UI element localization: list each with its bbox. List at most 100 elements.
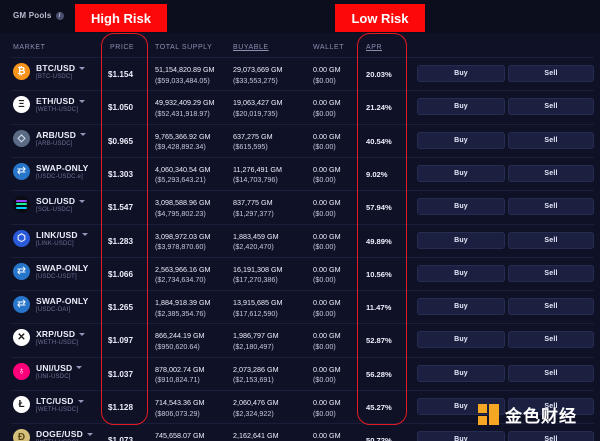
sell-button[interactable]: Sell xyxy=(508,98,594,116)
buy-button[interactable]: Buy xyxy=(417,331,505,349)
sell-button[interactable]: Sell xyxy=(508,264,594,282)
market-cell[interactable]: ⇄ SWAP-ONLY [USDC-USDC.e] xyxy=(13,162,89,180)
apr-value: 45.27% xyxy=(366,403,392,412)
swap-icon: ⇄ xyxy=(13,296,30,314)
chevron-down-icon[interactable] xyxy=(86,432,93,436)
chevron-down-icon[interactable] xyxy=(77,399,84,403)
chevron-down-icon[interactable] xyxy=(81,233,88,236)
buy-button[interactable]: Buy xyxy=(417,364,505,382)
row-divider xyxy=(11,156,594,158)
buy-button[interactable]: Buy xyxy=(417,231,505,249)
column-header-price: PRICE xyxy=(110,44,135,51)
market-name-label: UNI/USD xyxy=(36,362,73,373)
market-name: SWAP-ONLY xyxy=(36,163,89,173)
chevron-down-icon[interactable] xyxy=(79,199,86,203)
sell-button[interactable]: Sell xyxy=(508,231,594,249)
gm-pools-header: GM Pools i xyxy=(13,11,64,20)
wallet-value: 0.00 GM($0.00) xyxy=(313,364,341,385)
btc-icon: ₿ xyxy=(13,63,30,80)
total-supply-value: 4,060,340.54 GM ($5,293,643.21) xyxy=(155,164,211,185)
total-supply-value: 745,658.07 GM($800,252.32) xyxy=(155,431,205,441)
total-supply-value: 714,543.36 GM ($806,073.29) xyxy=(155,398,205,418)
chevron-down-icon[interactable] xyxy=(79,66,86,70)
sell-button[interactable]: Sell xyxy=(508,331,594,349)
market-cell[interactable]: Ł LTC/USD [WETH-USDC] xyxy=(13,396,84,413)
price-value: $1.066 xyxy=(108,269,134,279)
market-cell[interactable]: ⇄ SWAP-ONLY [USDC-DAI] xyxy=(13,296,89,314)
sell-button[interactable]: Sell xyxy=(508,431,594,441)
link-icon: ⬡ xyxy=(13,229,30,247)
chevron-down-icon[interactable] xyxy=(78,99,85,103)
market-pair: [UNI-USDC] xyxy=(36,373,71,380)
buy-button[interactable]: Buy xyxy=(417,131,505,149)
row-divider xyxy=(11,356,594,358)
row-divider xyxy=(11,190,594,192)
market-cell[interactable]: ◇ ARB/USD [ARB-USDC] xyxy=(13,129,87,147)
buy-button[interactable]: Buy xyxy=(417,431,505,441)
apr-value: 57.94% xyxy=(366,203,392,213)
buyable-value: 2,060,476 GM ($2,324,922) xyxy=(233,398,279,418)
wallet-value: 0.00 GM($0.00) xyxy=(313,65,341,85)
sell-button[interactable]: Sell xyxy=(508,298,594,316)
table-row[interactable]: Ξ ETH/USD [WETH-USDC] $1.050 49,932,409.29 G… xyxy=(0,90,600,125)
info-icon[interactable]: i xyxy=(55,11,64,20)
market-name-label: DOGE/USD xyxy=(36,429,83,440)
watermark: 金色财经 xyxy=(478,402,577,427)
table-row[interactable]: ⇄ SWAP-ONLY [USDC-USDT] $1.066 2,563,966.16 … xyxy=(0,256,600,292)
price-value: $1.128 xyxy=(108,403,134,412)
sell-button[interactable]: Sell xyxy=(508,65,594,82)
table-row[interactable]: ⬡ LINK/USD [LINK-USDC] $1.283 3,098,972.03 G… xyxy=(0,223,600,259)
buy-button[interactable]: Buy xyxy=(417,264,505,282)
market-cell[interactable]: ⬡ LINK/USD [LINK-USDC] xyxy=(13,229,88,247)
apr-value: 9.02% xyxy=(366,169,388,179)
high-risk-banner: High Risk xyxy=(75,4,167,32)
market-cell[interactable]: SOL/USD [SOL-USDC] xyxy=(13,196,86,214)
sell-button[interactable]: Sell xyxy=(508,198,594,216)
chevron-down-icon[interactable] xyxy=(80,133,87,137)
column-header-market: MARKET xyxy=(13,44,46,51)
wallet-value: 0.00 GM($0.00) xyxy=(313,131,341,152)
table-row[interactable]: ◇ ARB/USD [ARB-USDC] $0.965 9,765,366.92 GM(… xyxy=(0,123,600,159)
sell-button[interactable]: Sell xyxy=(508,398,594,415)
market-name-label: LINK/USD xyxy=(36,229,78,240)
sell-button[interactable]: Sell xyxy=(508,164,594,182)
market-cell[interactable]: ⇄ SWAP-ONLY [USDC-USDT] xyxy=(13,262,89,280)
total-supply-value: 9,765,366.92 GM ($9,428,892.34) xyxy=(155,131,211,152)
total-supply-value: 1,884,918.39 GM ($2,385,354.76) xyxy=(155,298,211,318)
buy-button[interactable]: Buy xyxy=(417,198,505,216)
table-row[interactable]: ⇄ SWAP-ONLY [USDC-USDC.e] $1.303 4,060,340.5… xyxy=(0,156,600,192)
buy-button[interactable]: Buy xyxy=(417,298,505,316)
apr-value: 20.03% xyxy=(366,70,392,79)
table-row[interactable]: ♁ UNI/USD [UNI-USDC] $1.037 878,002.74 GM ($9… xyxy=(0,356,600,392)
table-row[interactable]: ✕ XRP/USD [WETH-USDC] $1.097 866,244.19 GM ($… xyxy=(0,323,600,358)
row-divider xyxy=(11,57,594,58)
market-cell[interactable]: ♁ UNI/USD [UNI-USDC] xyxy=(13,362,83,380)
apr-value: 11.47% xyxy=(366,303,392,313)
swap-icon: ⇄ xyxy=(13,262,30,280)
price-value: $1.265 xyxy=(108,303,134,313)
low-risk-banner: Low Risk xyxy=(335,4,425,32)
market-cell[interactable]: Ξ ETH/USD [WETH-USDC] xyxy=(13,96,85,114)
table-row[interactable]: ⇄ SWAP-ONLY [USDC-DAI] $1.265 1,884,918.39 G… xyxy=(0,290,600,325)
buy-button[interactable]: Buy xyxy=(417,98,505,116)
market-cell[interactable]: ✕ XRP/USD [WETH-USDC] xyxy=(13,329,86,347)
table-row[interactable]: ₿ BTC/USD [BTC-USDC] $1.154 51,154,820.89 GM… xyxy=(0,57,600,92)
chevron-down-icon[interactable] xyxy=(79,332,86,336)
buy-button[interactable]: Buy xyxy=(417,65,505,82)
wallet-value: 0.00 GM($0.00) xyxy=(313,164,341,185)
total-supply-value: 49,932,409.29 GM ($52,431,918.97) xyxy=(155,98,215,118)
market-pair: [WETH-USDC] xyxy=(36,407,79,413)
buy-button[interactable]: Buy xyxy=(417,164,505,182)
market-name-label: BTC/USD xyxy=(36,63,76,73)
row-divider xyxy=(11,323,594,325)
sell-button[interactable]: Sell xyxy=(508,364,594,382)
chevron-down-icon[interactable] xyxy=(76,366,83,370)
market-name: BTC/USD xyxy=(36,63,86,73)
market-name: LTC/USD xyxy=(36,396,84,406)
market-pair: [LINK-USDC] xyxy=(36,240,74,247)
apr-value: 21.24% xyxy=(366,103,392,113)
sell-button[interactable]: Sell xyxy=(508,131,594,149)
table-row[interactable]: SOL/USD [SOL-USDC] $1.547 3,098,588.96 GM ($… xyxy=(0,190,600,225)
market-cell[interactable]: ₿ BTC/USD [BTC-USDC] xyxy=(13,63,86,80)
